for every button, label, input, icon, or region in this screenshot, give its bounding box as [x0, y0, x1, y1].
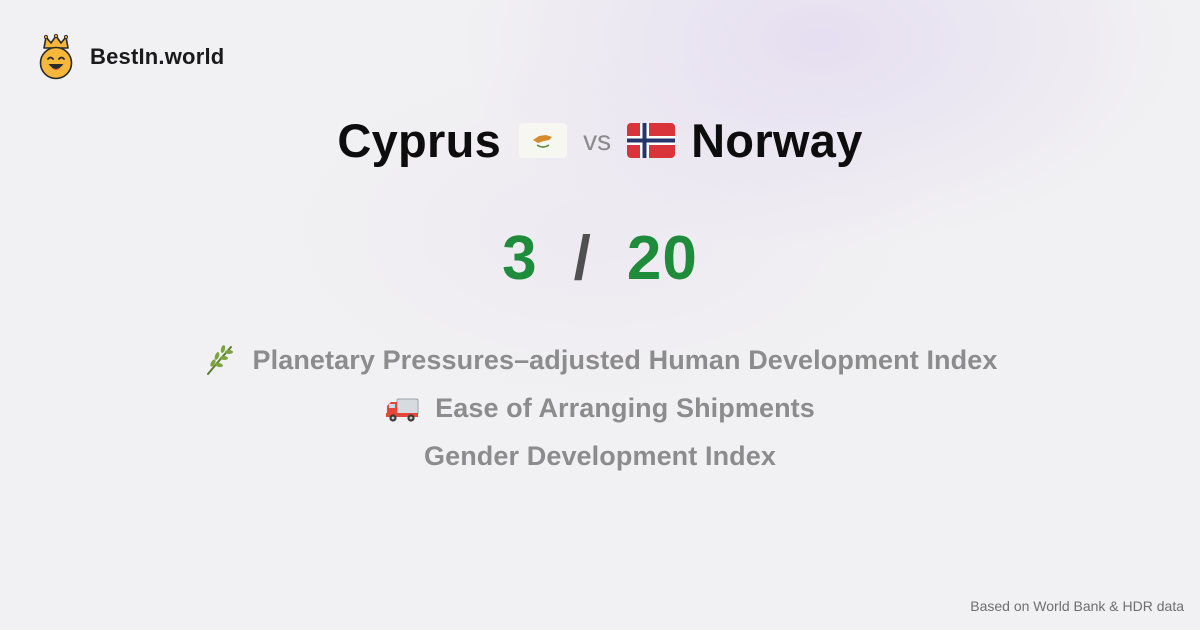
crowned-smiley-icon [38, 34, 74, 80]
data-source-note: Based on World Bank & HDR data [970, 598, 1184, 614]
cyprus-flag-icon [519, 122, 568, 158]
metric-label: Gender Development Index [424, 440, 776, 471]
left-score: 3 [502, 223, 538, 293]
brand-name: BestIn.world [90, 44, 225, 69]
list-item[interactable]: Gender Development Index [424, 432, 776, 480]
leaf-icon [203, 343, 237, 377]
metric-label: Planetary Pressures–adjusted Human Devel… [252, 344, 998, 375]
score-display: 3 / 20 [0, 220, 1200, 296]
metrics-list: Planetary Pressures–adjusted Human Devel… [0, 336, 1200, 480]
list-item[interactable]: Ease of Arranging Shipments [385, 384, 815, 432]
vs-label: vs [583, 125, 612, 156]
comparison-title: Cyprus vs Norway [0, 110, 1200, 170]
list-item[interactable]: Planetary Pressures–adjusted Human Devel… [203, 336, 998, 384]
truck-icon [385, 391, 419, 425]
score-separator: / [573, 223, 591, 293]
right-country-name: Norway [691, 113, 863, 167]
right-score: 20 [626, 223, 698, 293]
brand[interactable]: BestIn.world [38, 34, 224, 80]
norway-flag-icon [627, 122, 676, 158]
metric-label: Ease of Arranging Shipments [435, 392, 815, 423]
left-country-name: Cyprus [337, 113, 502, 167]
